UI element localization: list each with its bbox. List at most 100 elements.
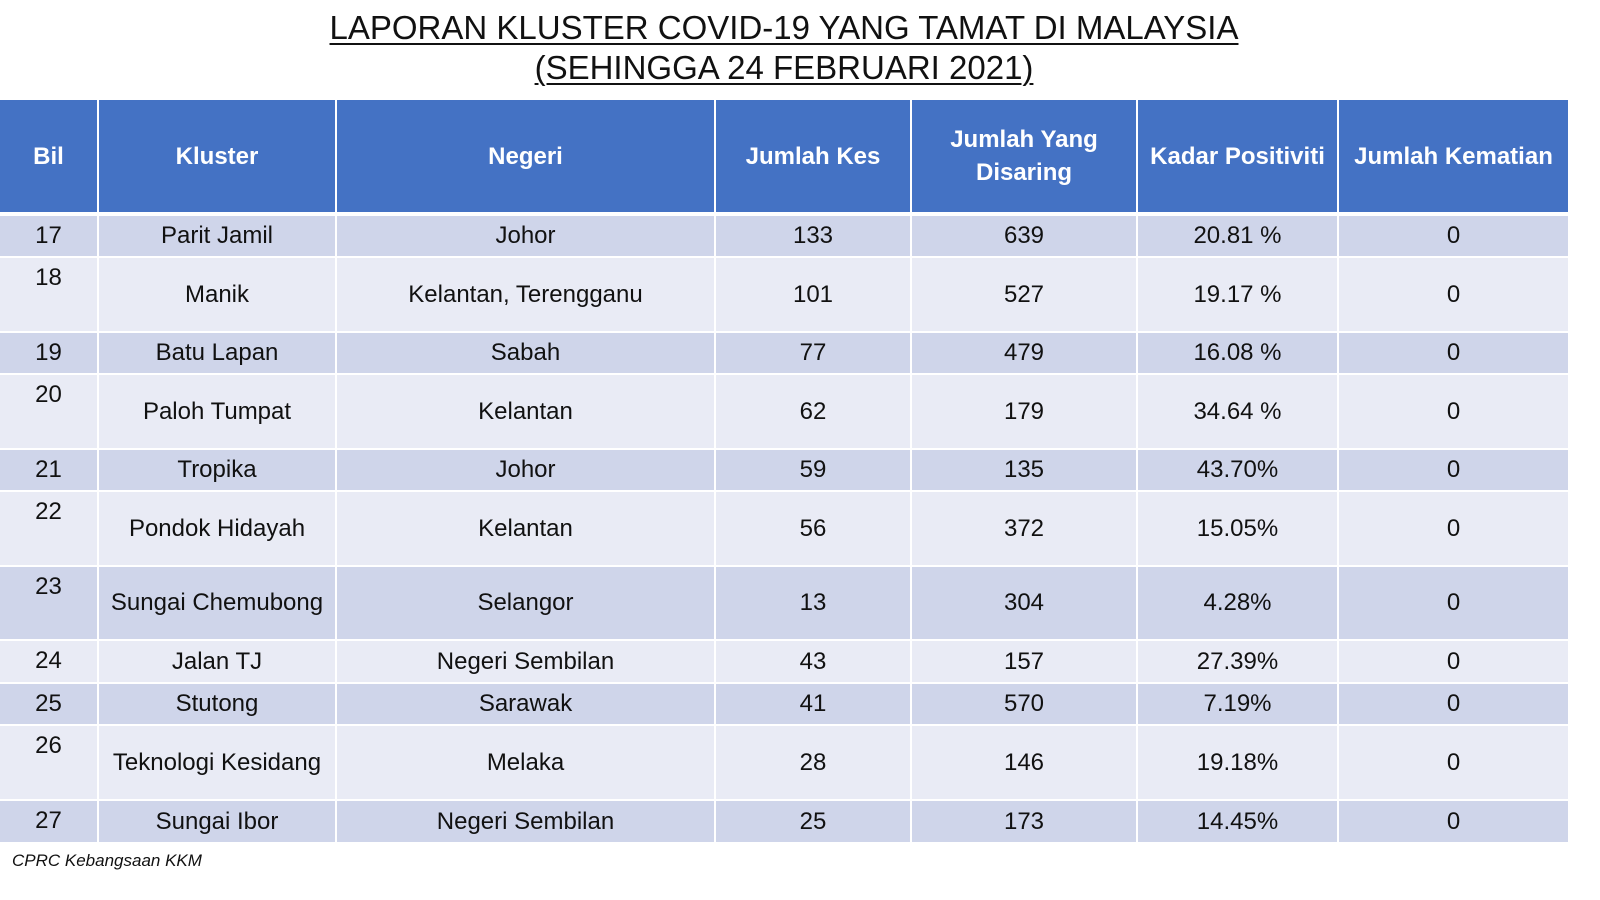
cell-jumlah-disaring: 157	[911, 640, 1138, 684]
cell-kluster: Jalan TJ	[98, 640, 337, 684]
cell-kadar-positiviti: 19.18%	[1137, 725, 1339, 801]
table-body: 17 Parit Jamil Johor 133 639 20.81 % 0 1…	[0, 214, 1568, 844]
cell-kadar-positiviti: 7.19%	[1137, 683, 1339, 726]
table-row: 26 Teknologi Kesidang Melaka 28 146 19.1…	[0, 725, 1568, 801]
cell-kadar-positiviti: 4.28%	[1137, 566, 1339, 641]
table-row: 21 Tropika Johor 59 135 43.70% 0	[0, 449, 1568, 492]
header-kluster: Kluster	[98, 100, 337, 216]
cell-jumlah-disaring: 479	[911, 332, 1138, 375]
cell-kadar-positiviti: 43.70%	[1137, 449, 1339, 492]
cell-kluster: Pondok Hidayah	[98, 491, 337, 567]
cell-negeri: Johor	[336, 449, 716, 492]
cell-kadar-positiviti: 27.39%	[1137, 640, 1339, 684]
cell-jumlah-kematian: 0	[1338, 640, 1568, 684]
cell-bil: 27	[0, 800, 99, 844]
cell-kluster: Teknologi Kesidang	[98, 725, 337, 801]
cell-kadar-positiviti: 20.81 %	[1137, 214, 1339, 258]
cell-bil: 20	[0, 374, 99, 450]
cell-jumlah-disaring: 372	[911, 491, 1138, 567]
cell-kluster: Sungai Chemubong	[98, 566, 337, 641]
cell-bil: 17	[0, 214, 99, 258]
cell-jumlah-kes: 59	[715, 449, 912, 492]
cell-jumlah-kematian: 0	[1338, 800, 1568, 844]
cell-jumlah-kes: 101	[715, 257, 912, 333]
report-title: LAPORAN KLUSTER COVID-19 YANG TAMAT DI M…	[0, 8, 1568, 88]
cell-kluster: Paloh Tumpat	[98, 374, 337, 450]
cell-bil: 21	[0, 449, 99, 492]
cell-kluster: Parit Jamil	[98, 214, 337, 258]
cell-jumlah-disaring: 570	[911, 683, 1138, 726]
header-jumlah-kes: Jumlah Kes	[715, 100, 912, 216]
cell-negeri: Kelantan, Terengganu	[336, 257, 716, 333]
cell-jumlah-kematian: 0	[1338, 683, 1568, 726]
cell-jumlah-kematian: 0	[1338, 491, 1568, 567]
table-row: 23 Sungai Chemubong Selangor 13 304 4.28…	[0, 566, 1568, 641]
cell-jumlah-kes: 133	[715, 214, 912, 258]
cell-bil: 22	[0, 491, 99, 567]
report-title-text-2: (SEHINGGA 24 FEBRUARI 2021)	[534, 49, 1034, 86]
cell-bil: 18	[0, 257, 99, 333]
cell-jumlah-kematian: 0	[1338, 257, 1568, 333]
cell-jumlah-kematian: 0	[1338, 725, 1568, 801]
cell-jumlah-kematian: 0	[1338, 332, 1568, 375]
cell-negeri: Sabah	[336, 332, 716, 375]
table-row: 22 Pondok Hidayah Kelantan 56 372 15.05%…	[0, 491, 1568, 567]
cell-jumlah-disaring: 304	[911, 566, 1138, 641]
cell-negeri: Sarawak	[336, 683, 716, 726]
cell-jumlah-kes: 43	[715, 640, 912, 684]
table-row: 17 Parit Jamil Johor 133 639 20.81 % 0	[0, 214, 1568, 258]
cell-jumlah-kes: 41	[715, 683, 912, 726]
cell-kadar-positiviti: 19.17 %	[1137, 257, 1339, 333]
cell-jumlah-disaring: 527	[911, 257, 1138, 333]
cell-kadar-positiviti: 16.08 %	[1137, 332, 1339, 375]
table-row: 24 Jalan TJ Negeri Sembilan 43 157 27.39…	[0, 640, 1568, 684]
cell-negeri: Selangor	[336, 566, 716, 641]
table-row: 18 Manik Kelantan, Terengganu 101 527 19…	[0, 257, 1568, 333]
cell-jumlah-kematian: 0	[1338, 214, 1568, 258]
cell-bil: 26	[0, 725, 99, 801]
cell-kluster: Sungai Ibor	[98, 800, 337, 844]
cell-kluster: Tropika	[98, 449, 337, 492]
cell-jumlah-kematian: 0	[1338, 374, 1568, 450]
table-row: 20 Paloh Tumpat Kelantan 62 179 34.64 % …	[0, 374, 1568, 450]
cell-jumlah-disaring: 146	[911, 725, 1138, 801]
cell-kluster: Batu Lapan	[98, 332, 337, 375]
table-row: 19 Batu Lapan Sabah 77 479 16.08 % 0	[0, 332, 1568, 375]
cell-negeri: Melaka	[336, 725, 716, 801]
cell-jumlah-kes: 62	[715, 374, 912, 450]
cell-jumlah-disaring: 173	[911, 800, 1138, 844]
cell-bil: 19	[0, 332, 99, 375]
cell-bil: 25	[0, 683, 99, 726]
cell-jumlah-kematian: 0	[1338, 566, 1568, 641]
cell-kluster: Stutong	[98, 683, 337, 726]
table-row: 25 Stutong Sarawak 41 570 7.19% 0	[0, 683, 1568, 726]
report-title-line-1: LAPORAN KLUSTER COVID-19 YANG TAMAT DI M…	[0, 8, 1568, 48]
cell-jumlah-kes: 56	[715, 491, 912, 567]
cell-jumlah-kes: 28	[715, 725, 912, 801]
cell-negeri: Kelantan	[336, 374, 716, 450]
cell-jumlah-disaring: 639	[911, 214, 1138, 258]
cell-jumlah-disaring: 135	[911, 449, 1138, 492]
header-bil: Bil	[0, 100, 99, 216]
cell-negeri: Kelantan	[336, 491, 716, 567]
source-footnote: CPRC Kebangsaan KKM	[12, 851, 202, 870]
cell-negeri: Negeri Sembilan	[336, 800, 716, 844]
cell-bil: 24	[0, 640, 99, 684]
cell-kluster: Manik	[98, 257, 337, 333]
cluster-table: Bil Kluster Negeri Jumlah Kes Jumlah Yan…	[0, 100, 1568, 844]
report-title-text-1: LAPORAN KLUSTER COVID-19 YANG TAMAT DI M…	[329, 9, 1239, 46]
cell-kadar-positiviti: 15.05%	[1137, 491, 1339, 567]
cell-kadar-positiviti: 14.45%	[1137, 800, 1339, 844]
header-row: Bil Kluster Negeri Jumlah Kes Jumlah Yan…	[0, 100, 1568, 216]
cell-jumlah-disaring: 179	[911, 374, 1138, 450]
cell-jumlah-kematian: 0	[1338, 449, 1568, 492]
header-kadar-positiviti: Kadar Positiviti	[1137, 100, 1339, 216]
cell-jumlah-kes: 77	[715, 332, 912, 375]
cell-jumlah-kes: 25	[715, 800, 912, 844]
header-negeri: Negeri	[336, 100, 716, 216]
report-title-line-2: (SEHINGGA 24 FEBRUARI 2021)	[0, 48, 1568, 88]
table-row: 27 Sungai Ibor Negeri Sembilan 25 173 14…	[0, 800, 1568, 844]
cell-bil: 23	[0, 566, 99, 641]
cell-kadar-positiviti: 34.64 %	[1137, 374, 1339, 450]
cell-negeri: Negeri Sembilan	[336, 640, 716, 684]
